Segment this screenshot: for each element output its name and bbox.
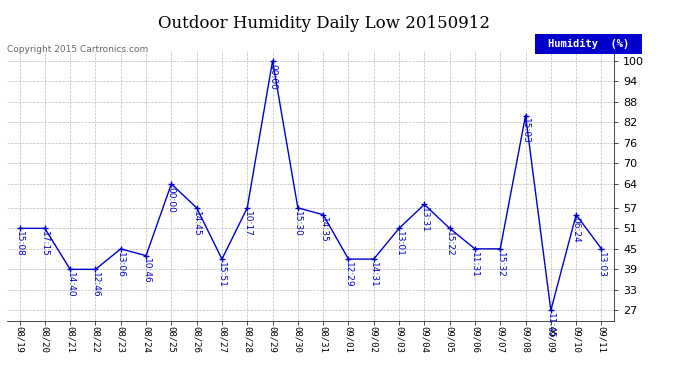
Text: 13:31: 13:31 [420, 207, 429, 233]
Text: 15:51: 15:51 [217, 262, 226, 288]
Text: 15:22: 15:22 [445, 231, 454, 257]
Text: 14:35: 14:35 [319, 217, 328, 243]
Text: 12:29: 12:29 [344, 262, 353, 288]
Text: 00:00: 00:00 [167, 187, 176, 213]
Text: 15:03: 15:03 [521, 118, 530, 144]
Text: 15:30: 15:30 [293, 211, 302, 237]
Text: 13:03: 13:03 [597, 252, 606, 278]
Text: 06:24: 06:24 [571, 217, 581, 243]
Text: 12:46: 12:46 [91, 272, 100, 298]
Text: 13:01: 13:01 [395, 231, 404, 257]
Text: 10:46: 10:46 [141, 258, 150, 284]
Text: 10:17: 10:17 [243, 211, 252, 237]
Text: 00:00: 00:00 [268, 64, 277, 90]
Text: Outdoor Humidity Daily Low 20150912: Outdoor Humidity Daily Low 20150912 [158, 15, 491, 32]
Text: 15:32: 15:32 [495, 252, 505, 278]
Text: 17:15: 17:15 [40, 231, 50, 257]
Text: 13:06: 13:06 [116, 252, 126, 278]
Text: 15:08: 15:08 [15, 231, 24, 257]
Text: 14:45: 14:45 [192, 211, 201, 236]
Text: 14:31: 14:31 [369, 262, 378, 288]
Text: Humidity  (%): Humidity (%) [548, 39, 629, 49]
Text: 11:45: 11:45 [546, 313, 555, 339]
Text: Copyright 2015 Cartronics.com: Copyright 2015 Cartronics.com [7, 45, 148, 54]
Text: 11:31: 11:31 [471, 252, 480, 278]
Text: 14:40: 14:40 [66, 272, 75, 298]
